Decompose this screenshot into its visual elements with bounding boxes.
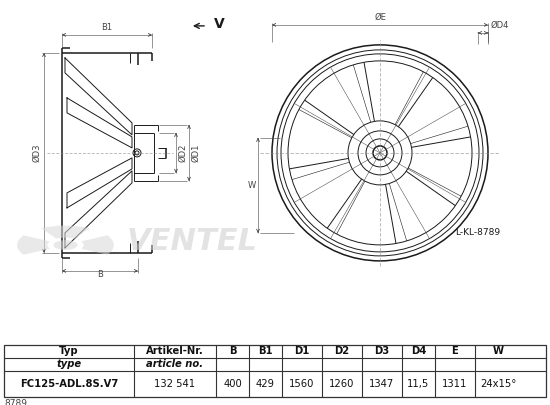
Text: D1: D1 xyxy=(294,346,310,356)
Text: ØD2: ØD2 xyxy=(178,144,187,162)
Text: Artikel-Nr.: Artikel-Nr. xyxy=(146,346,204,356)
Text: B: B xyxy=(229,346,236,356)
Text: ØD1: ØD1 xyxy=(191,144,200,162)
Text: article no.: article no. xyxy=(146,359,204,369)
Text: V: V xyxy=(214,17,225,31)
Text: D4: D4 xyxy=(411,346,426,356)
Text: W: W xyxy=(248,181,256,190)
Text: 400: 400 xyxy=(223,379,242,389)
Circle shape xyxy=(53,240,78,250)
Text: 429: 429 xyxy=(256,379,275,389)
Text: B: B xyxy=(97,270,103,279)
Text: B1: B1 xyxy=(101,23,113,32)
Text: D2: D2 xyxy=(334,346,350,356)
Text: B1: B1 xyxy=(258,346,273,356)
Text: type: type xyxy=(57,359,81,369)
Text: 11,5: 11,5 xyxy=(408,379,430,389)
Wedge shape xyxy=(41,226,90,239)
Text: 1260: 1260 xyxy=(329,379,355,389)
Text: 1560: 1560 xyxy=(289,379,315,389)
Bar xyxy=(4,345,546,397)
Text: 1311: 1311 xyxy=(442,379,468,389)
Text: 8789: 8789 xyxy=(4,399,27,405)
Text: ØD3: ØD3 xyxy=(32,144,41,162)
Text: 24x15°: 24x15° xyxy=(480,379,516,389)
Text: 1347: 1347 xyxy=(370,379,395,389)
Text: VENTEL: VENTEL xyxy=(127,227,258,256)
Text: ØE: ØE xyxy=(374,13,386,22)
Wedge shape xyxy=(17,235,50,255)
Text: ØD4: ØD4 xyxy=(491,21,509,30)
Text: Typ: Typ xyxy=(59,346,79,356)
Text: L-KL-8789: L-KL-8789 xyxy=(455,228,500,237)
Text: 132 541: 132 541 xyxy=(155,379,196,389)
Text: D3: D3 xyxy=(375,346,389,356)
Text: W: W xyxy=(492,346,503,356)
Wedge shape xyxy=(81,235,114,255)
Text: E: E xyxy=(452,346,458,356)
Text: FC125-ADL.8S.V7: FC125-ADL.8S.V7 xyxy=(20,379,118,389)
